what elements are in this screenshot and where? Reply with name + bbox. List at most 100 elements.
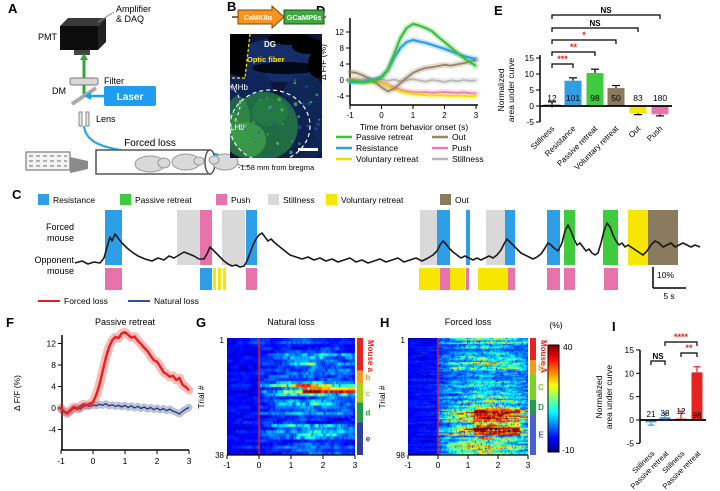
behavior-epoch-opponent	[246, 268, 257, 290]
mouse-label: e	[366, 435, 371, 444]
legend-label: Resistance	[356, 143, 398, 153]
y-tick-label: 0	[340, 76, 345, 85]
behavior-epoch-opponent	[450, 268, 465, 290]
sig-bracket	[551, 63, 574, 68]
laser-arrowhead-icon	[84, 92, 91, 100]
cell-speckle	[280, 108, 284, 112]
cell-speckle	[277, 97, 282, 102]
behavior-epoch-opponent	[200, 268, 212, 290]
ellipse-shape	[252, 62, 320, 74]
beam-arrowhead-icon	[80, 53, 88, 60]
x-tick-label: 0	[91, 456, 96, 466]
y-tick-label: 15	[525, 53, 535, 63]
behavior-epoch-opponent	[105, 268, 122, 290]
sig-bracket	[680, 352, 698, 357]
x-category-label: Push	[645, 124, 664, 143]
pmt-snout	[74, 50, 90, 55]
bar-2	[586, 73, 604, 106]
panel-label-f: F	[6, 315, 14, 330]
ellipse-shape	[308, 50, 322, 78]
bar-1	[564, 80, 582, 106]
x-tick-label: 1	[411, 111, 416, 120]
behavior-epoch-forced	[466, 210, 470, 265]
lens-label: Lens	[96, 114, 116, 124]
dff-trace	[74, 222, 701, 268]
y-axis-label: area under curve	[506, 58, 516, 123]
scale-bar	[298, 148, 318, 151]
cell-speckle	[243, 123, 247, 127]
y-axis-label: Δ F/F (%)	[12, 375, 22, 411]
behavior-epoch-forced	[603, 210, 618, 265]
x-tick-label: 2	[321, 460, 326, 470]
pmt-top	[60, 18, 106, 26]
y-tick-label: 12	[335, 28, 344, 37]
panel-h-title: Forced loss	[444, 317, 492, 327]
behavior-epoch-forced	[246, 210, 257, 265]
y-axis-label: area under curve	[604, 365, 614, 430]
behavior-epoch-opponent	[604, 268, 618, 290]
mouse-band-4	[530, 414, 536, 455]
x-tick-label: 0	[436, 460, 441, 470]
cell-speckle	[270, 152, 274, 157]
lens-element	[85, 111, 90, 127]
series-line-0	[349, 22, 477, 84]
x-tick-label: 1	[466, 460, 471, 470]
y-tick-label: 4	[51, 382, 56, 392]
cell-speckle	[269, 107, 274, 112]
opponent-mouse-label: mouse	[47, 266, 74, 276]
cell-speckle	[266, 96, 268, 99]
y-axis-label: Trial #	[377, 385, 387, 409]
colorbar-max-label: 40	[563, 342, 573, 352]
cell-speckle	[288, 106, 292, 110]
series-line-0	[60, 330, 190, 415]
cell-speckle	[231, 130, 234, 132]
legend-label: Out	[452, 132, 466, 142]
behavior-swatch-4	[326, 194, 337, 205]
mouse-label: Mouse A	[539, 340, 548, 373]
n-count: 180	[653, 93, 667, 103]
cell-speckle	[318, 118, 321, 121]
lhb-label: LHb	[230, 123, 245, 132]
x-tick-label: 3	[187, 456, 192, 466]
mouse-label: B	[538, 363, 544, 372]
promoter-arrow	[237, 4, 285, 30]
cell-speckle	[292, 114, 296, 118]
n-count: 21	[647, 410, 656, 419]
panel-label-e: E	[494, 3, 503, 18]
cell-speckle	[293, 102, 298, 107]
behavior-epoch-forced	[437, 210, 450, 265]
sig-label: **	[685, 343, 693, 353]
filter-label: Filter	[104, 76, 124, 86]
cell-speckle	[307, 101, 311, 106]
opponent-mouse-label: Opponent	[34, 255, 74, 265]
fiber-track	[230, 34, 250, 78]
x-tick-label: 3	[526, 460, 531, 470]
brain-slice-image: DG Optic fiber MHb LHb	[230, 34, 322, 158]
amplifier-label: Amplifier	[116, 4, 151, 14]
scalebar-y-label: 10%	[657, 270, 674, 280]
cell-speckle	[294, 79, 296, 81]
behavior-legend-label: Resistance	[53, 195, 95, 205]
ellipse-shape	[230, 96, 250, 144]
sig-bracket	[551, 51, 596, 56]
cell-speckle	[277, 100, 280, 104]
cell-speckle	[266, 133, 269, 136]
cell-speckle	[306, 124, 310, 128]
reporter-label: GCaMP6s	[286, 13, 321, 22]
mouse-head	[193, 156, 205, 166]
sig-label: *	[582, 30, 586, 40]
bar-5	[651, 106, 669, 115]
natural-loss-heatmap	[227, 338, 355, 455]
panel-b-histology: CaMKIIα GCaMP6s DG Optic fiber MHb LHb -1.58 m…	[230, 4, 326, 172]
legend-label: Push	[452, 143, 472, 153]
cell-speckle	[289, 150, 293, 155]
mouse-band-0	[357, 338, 363, 371]
n-count: 98	[693, 411, 702, 420]
cell-speckle	[276, 142, 280, 146]
series-line-1	[60, 403, 190, 415]
mouse-band-1	[357, 370, 363, 384]
